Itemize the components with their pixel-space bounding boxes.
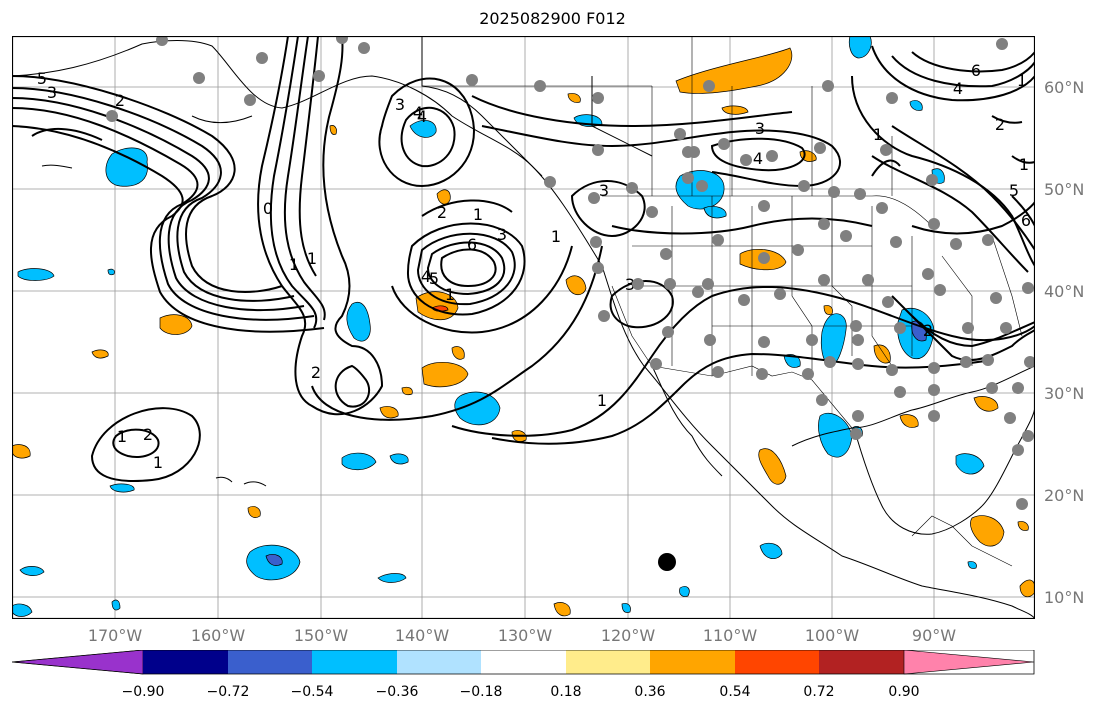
plot-title: 2025082900 F012: [479, 9, 626, 28]
contour-label: 1: [1017, 71, 1027, 90]
longitude-label: 160°W: [190, 626, 246, 645]
contour-label: 2: [923, 321, 933, 340]
colorbar-segment: [903, 650, 1035, 675]
map-panel: 5 3 2 4 3 0 1 1 2 2 1 3 4 1 1 6 5 4 1 2 …: [12, 36, 1035, 619]
colorbar-segment: [12, 650, 144, 675]
colorbar-segment: [397, 650, 481, 674]
contour-label: 3: [395, 95, 405, 114]
contour-label: 2: [311, 363, 321, 382]
contour-label: 1: [473, 205, 483, 224]
contour-label: 1: [597, 391, 607, 410]
contour-label: 4: [421, 267, 431, 286]
longitude-label: 90°W: [911, 626, 957, 645]
colorbar-tick-label: 0.90: [888, 684, 920, 700]
contour-label: 3: [47, 83, 57, 102]
contour-label: 3: [625, 275, 635, 294]
colorbar-tick-label: 0.72: [803, 684, 835, 700]
contour-label: 4: [953, 79, 963, 98]
longitude-label: 140°W: [394, 626, 450, 645]
colorbar-tick-label: −0.90: [121, 684, 165, 700]
latitude-label: 40°N: [1044, 282, 1085, 301]
colorbar-segment: [819, 650, 904, 674]
colorbar-tick-label: −0.18: [459, 684, 503, 700]
coastlines: [12, 36, 1035, 619]
colorbar-tick-label: −0.72: [206, 684, 250, 700]
contour-label: 6: [467, 235, 477, 254]
colorbar-segment: [650, 650, 735, 674]
longitude-label: 170°W: [87, 626, 143, 645]
colorbar-tick-label: 0.18: [550, 684, 582, 700]
contour-label: 2: [115, 91, 125, 110]
contour-label: 3: [599, 181, 609, 200]
latitude-label: 10°N: [1044, 588, 1085, 607]
contour-label-group: 5 3 2 4 3 0 1 1 2 2 1 3 4 1 1 6 5 4 1 2 …: [37, 61, 1031, 472]
colorbar-segment: [143, 650, 228, 674]
contour-label: 6: [971, 61, 981, 80]
contour-label: 3: [755, 119, 765, 138]
colorbar-tick-label: 0.36: [634, 684, 666, 700]
longitude-label: 100°W: [804, 626, 860, 645]
latitude-label: 60°N: [1044, 78, 1085, 97]
latitude-label: 20°N: [1044, 486, 1085, 505]
graticule: [12, 36, 1035, 619]
colorbar-tick-label: −0.54: [290, 684, 334, 700]
contour-label: 4: [417, 107, 427, 126]
location-marker: [658, 553, 676, 571]
station-markers: [106, 36, 1035, 510]
contour-label: 2: [437, 203, 447, 222]
contour-label: 1: [551, 227, 561, 246]
contour-label: 5: [37, 69, 47, 88]
contour-label: 1: [307, 249, 317, 268]
contour-label: 4: [413, 103, 423, 122]
longitude-label: 120°W: [600, 626, 656, 645]
contour-label: 6: [1021, 211, 1031, 230]
contour-label: 1: [117, 427, 127, 446]
contour-label: 1: [1019, 155, 1029, 174]
latitude-label: 30°N: [1044, 384, 1085, 403]
contour-label: 1: [153, 453, 163, 472]
longitude-label: 130°W: [497, 626, 553, 645]
anomaly-shading: [12, 36, 1035, 617]
contour-label: 1: [289, 255, 299, 274]
contour-label: 1: [873, 125, 883, 144]
contour-label: 0: [263, 199, 273, 218]
colorbar-segment: [481, 650, 566, 674]
contour-label: 2: [995, 115, 1005, 134]
colorbar-segment: [228, 650, 312, 674]
longitude-label: 150°W: [293, 626, 349, 645]
contour-label: 3: [497, 225, 507, 244]
contour-label: 5: [429, 269, 439, 288]
contour-label: 4: [753, 149, 763, 168]
colorbar-segment: [312, 650, 397, 674]
boundaries: [422, 36, 1023, 567]
colorbar-tick-label: −0.36: [375, 684, 419, 700]
contour-label: 2: [143, 425, 153, 444]
contour-label: 5: [1009, 181, 1019, 200]
latitude-label: 50°N: [1044, 180, 1085, 199]
colorbar: [12, 650, 1035, 675]
colorbar-tick-label: 0.54: [719, 684, 751, 700]
longitude-label: 110°W: [702, 626, 758, 645]
colorbar-segment: [566, 650, 650, 674]
contour-label: 1: [445, 285, 455, 304]
colorbar-segment: [735, 650, 819, 674]
